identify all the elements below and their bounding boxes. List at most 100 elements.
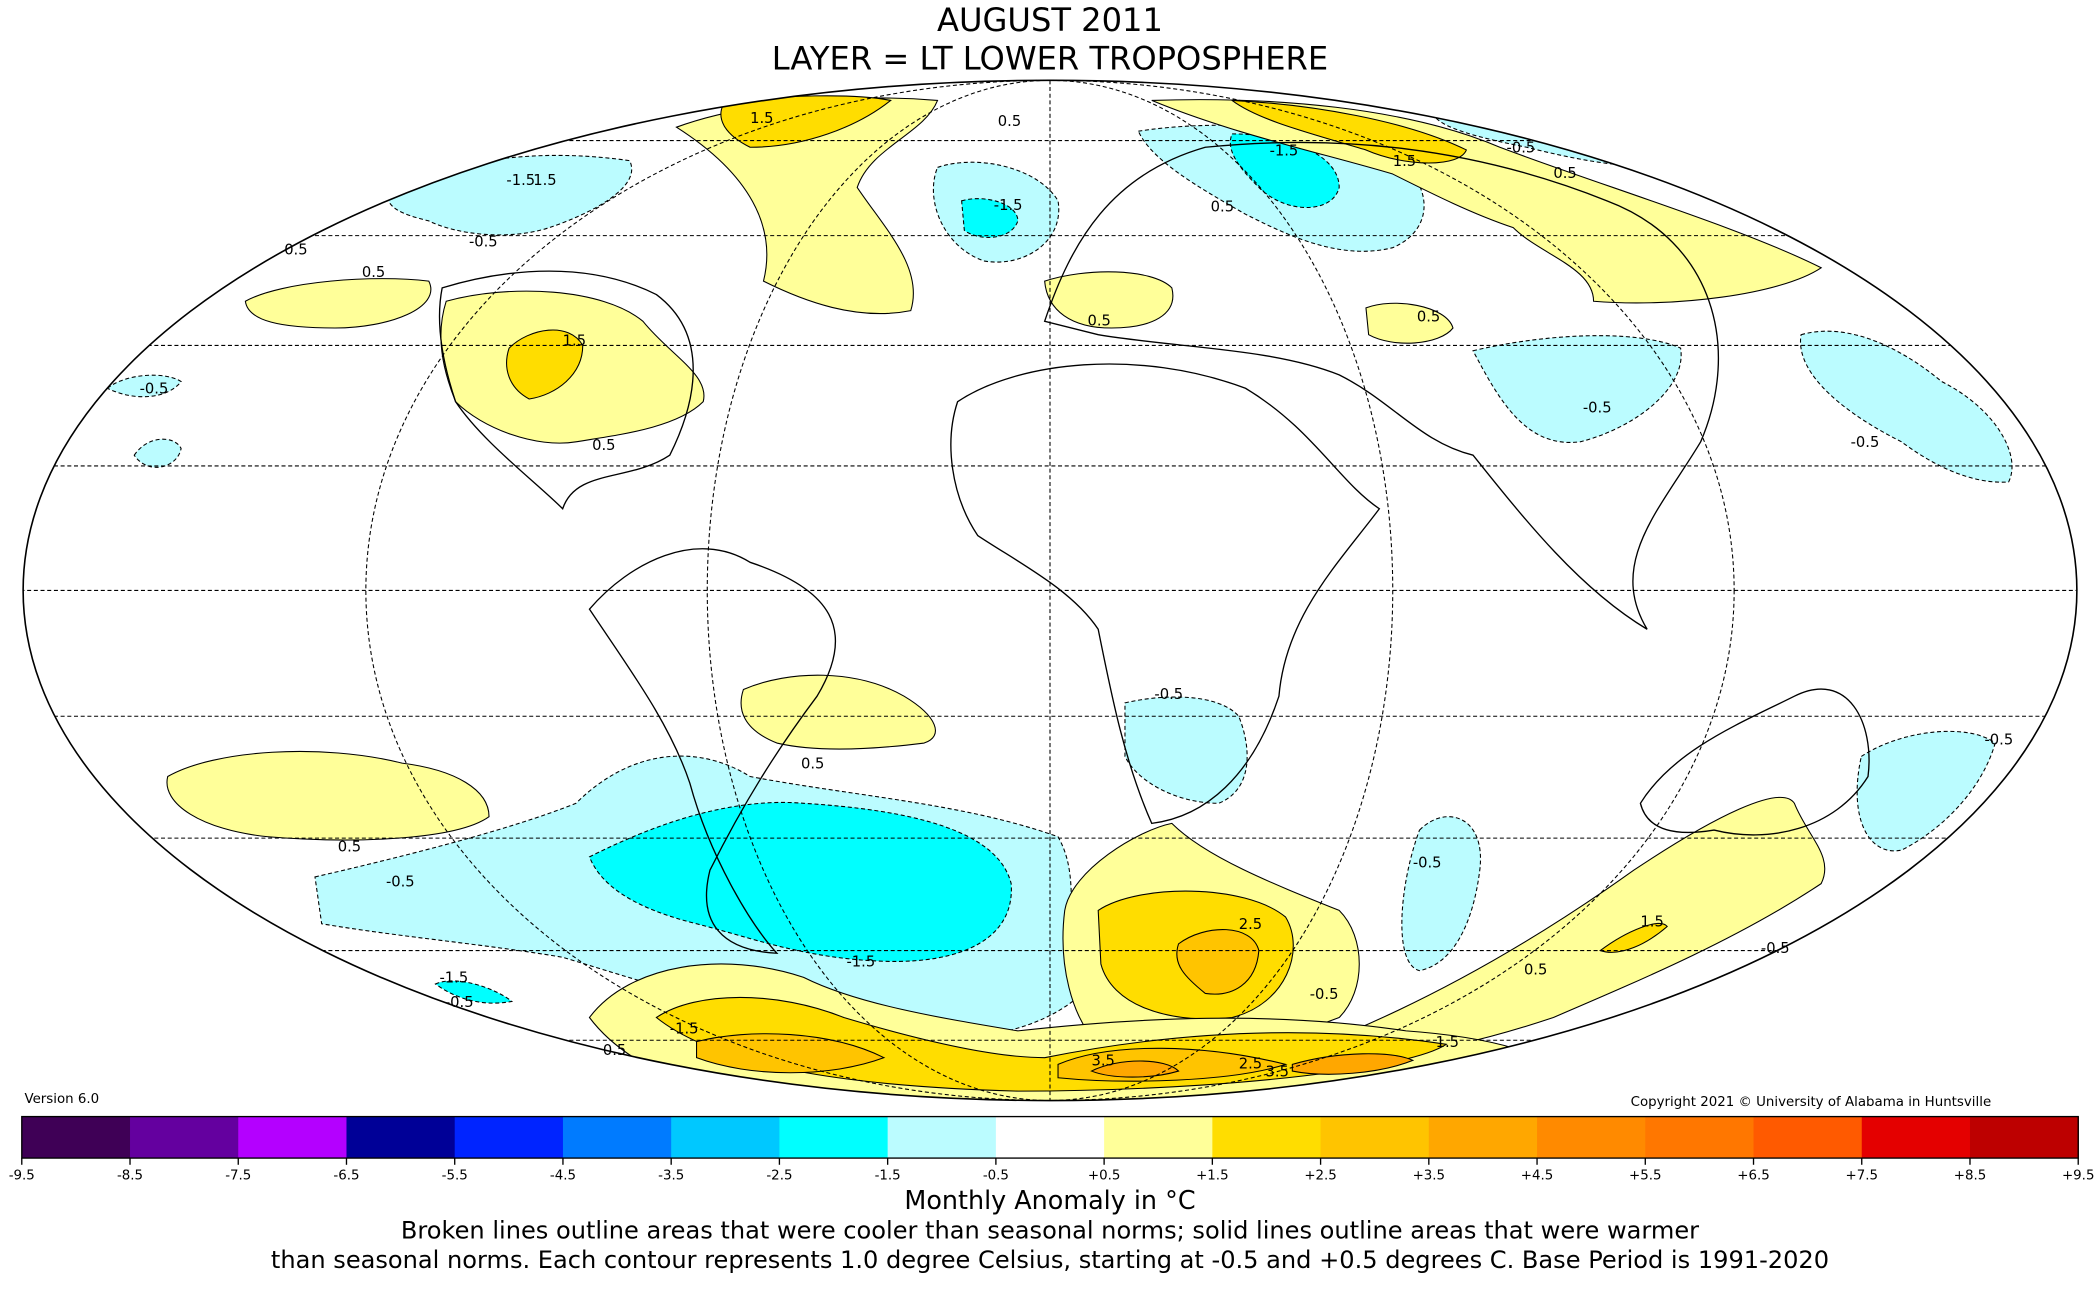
colorbar-tick-label: -5.5	[442, 1169, 468, 1184]
colorbar-tick-label: +1.5	[1196, 1169, 1228, 1184]
colorbar-swatch	[1969, 1116, 2079, 1159]
colorbar-swatch	[130, 1116, 239, 1159]
colorbar-swatch	[1320, 1116, 1430, 1159]
map: 1.5 -1.5 1.5 -0.5 0.5 0.5 1.5 0.5 -0.5 -…	[22, 79, 2078, 1102]
contour-label: -0.5	[445, 994, 474, 1011]
contour-label: -0.5	[1310, 986, 1339, 1003]
contour-label: 0.5	[1524, 962, 1547, 979]
colorbar-swatch	[995, 1116, 1105, 1159]
colorbar-tick-label: +2.5	[1304, 1169, 1336, 1184]
contour-label: 2.5	[1239, 1055, 1262, 1072]
title-line-1: AUGUST 2011	[937, 1, 1163, 39]
cool-region-west-pacific	[1800, 330, 2013, 483]
contour-label: 0.5	[801, 755, 824, 772]
contour-label: 0.5	[998, 113, 1021, 130]
caption-line-2: than seasonal norms. Each contour repres…	[271, 1246, 1829, 1274]
contour-label: -0.5	[140, 381, 169, 398]
colorbar-frame	[21, 1115, 2079, 1159]
contour-label: -0.5	[1985, 731, 2014, 748]
colorbar-tick-label: +8.5	[1954, 1169, 1986, 1184]
contour-label: -1.5	[506, 172, 535, 189]
colorbar-swatch	[887, 1116, 997, 1159]
contour-label: -1.5	[670, 1021, 699, 1038]
colorbar-tick-label: -8.5	[117, 1169, 143, 1184]
colorbar-swatch	[562, 1116, 672, 1159]
cool-region-southern-africa	[1124, 696, 1248, 804]
cold-region-south-pacific-small	[434, 980, 514, 1004]
very-hot-region-south-indian	[1176, 929, 1260, 995]
warm-region-brazil	[740, 674, 936, 750]
contour-label: 0.5	[592, 437, 615, 454]
colorbar-swatch	[1753, 1116, 1863, 1159]
warm-region-south-pacific	[166, 750, 490, 841]
colorbar-swatch	[454, 1116, 564, 1159]
title-line-2: LAYER = LT LOWER TROPOSPHERE	[772, 40, 1328, 78]
warm-region-siberia	[1151, 99, 1823, 304]
contour-labels: 1.5 -1.5 1.5 -0.5 0.5 0.5 1.5 0.5 -0.5 -…	[140, 110, 2014, 1080]
hot-region-australia-south	[1599, 922, 1668, 953]
contour-label: -0.5	[1154, 686, 1183, 703]
warm-region-central-asia	[1365, 302, 1454, 344]
coastline-europe-asia	[1043, 141, 1719, 630]
colorbar-swatch	[1428, 1116, 1538, 1159]
coastline-south-america	[588, 548, 837, 954]
cool-region-east-of-australia	[1856, 730, 1996, 852]
colorbar-swatch	[1537, 1116, 1646, 1159]
contour-label: 1.5	[1393, 153, 1416, 170]
colorbar-tick-label: -4.5	[550, 1169, 576, 1184]
contour-label: 0.5	[603, 1042, 626, 1059]
coastline-north-america	[438, 270, 694, 510]
contour-label: 0.5	[1211, 199, 1234, 216]
colorbar-tick-label: -1.5	[875, 1169, 901, 1184]
contour-label: 1.5	[533, 172, 556, 189]
contour-label: -0.5	[469, 233, 498, 250]
colorbar-swatch	[1104, 1116, 1214, 1159]
contour-label: 3.5	[1266, 1063, 1289, 1080]
colorbar-swatch	[779, 1116, 889, 1159]
colorbar-tick-label: -2.5	[766, 1169, 792, 1184]
cool-region-pacific-small-1	[106, 374, 182, 398]
contour-label: 0.5	[1553, 165, 1576, 182]
globe-outline	[22, 79, 2078, 1102]
colorbar-label: Monthly Anomaly in °C	[904, 1185, 1195, 1215]
contour-label: 1.5	[750, 110, 773, 127]
cold-region-south-atlantic	[588, 801, 1012, 962]
coastline-africa	[950, 363, 1381, 825]
contour-label: -1.5	[439, 970, 468, 987]
contour-label: 1.5	[1640, 913, 1663, 930]
contour-label: -1.5	[1270, 142, 1299, 159]
contour-label: 0.5	[1417, 308, 1440, 325]
colorbar-tick-label: +4.5	[1521, 1169, 1553, 1184]
caption-line-1: Broken lines outline areas that were coo…	[401, 1216, 1699, 1244]
coastline-australia	[1639, 688, 1870, 836]
colorbar-swatch	[1645, 1116, 1755, 1159]
colorbar-swatch	[1861, 1116, 1971, 1159]
anomaly-regions	[106, 95, 2013, 1101]
colorbar-tick-label: -3.5	[658, 1169, 684, 1184]
contour-label: 0.5	[284, 241, 307, 258]
contour-label: 1.5	[563, 332, 586, 349]
contour-label: 0.5	[338, 838, 361, 855]
colorbar-swatch	[1212, 1116, 1322, 1159]
contour-label: -0.5	[1583, 399, 1612, 416]
contour-label: 0.5	[1087, 312, 1110, 329]
colorbar-tick-label: +7.5	[1846, 1169, 1878, 1184]
contour-label: -0.5	[386, 873, 415, 890]
hot-region-north-america	[506, 329, 584, 400]
warm-region-pacific	[244, 278, 432, 329]
colorbar-tick-label: +9.5	[2062, 1169, 2094, 1184]
colorbar-swatch	[346, 1116, 456, 1159]
contour-label: -0.5	[1851, 434, 1880, 451]
version-label: Version 6.0	[24, 1092, 99, 1107]
contour-label: -1.5	[994, 197, 1023, 214]
colorbar-ticks: -9.5 -8.5 -7.5 -6.5 -5.5 -4.5 -3.5 -2.5 -1.5 -0.5…	[9, 1158, 2094, 1184]
colorbar-tick-label: -7.5	[225, 1169, 251, 1184]
extreme-hot-region-antarctic	[1090, 1053, 1415, 1078]
colorbar-tick-label: +3.5	[1413, 1169, 1445, 1184]
colorbar-tick-label: -0.5	[983, 1169, 1009, 1184]
contour-label: -0.5	[1507, 140, 1536, 157]
colorbar	[21, 1116, 2079, 1159]
colorbar-tick-label: +0.5	[1088, 1169, 1120, 1184]
contour-label: -0.5	[1413, 855, 1442, 872]
